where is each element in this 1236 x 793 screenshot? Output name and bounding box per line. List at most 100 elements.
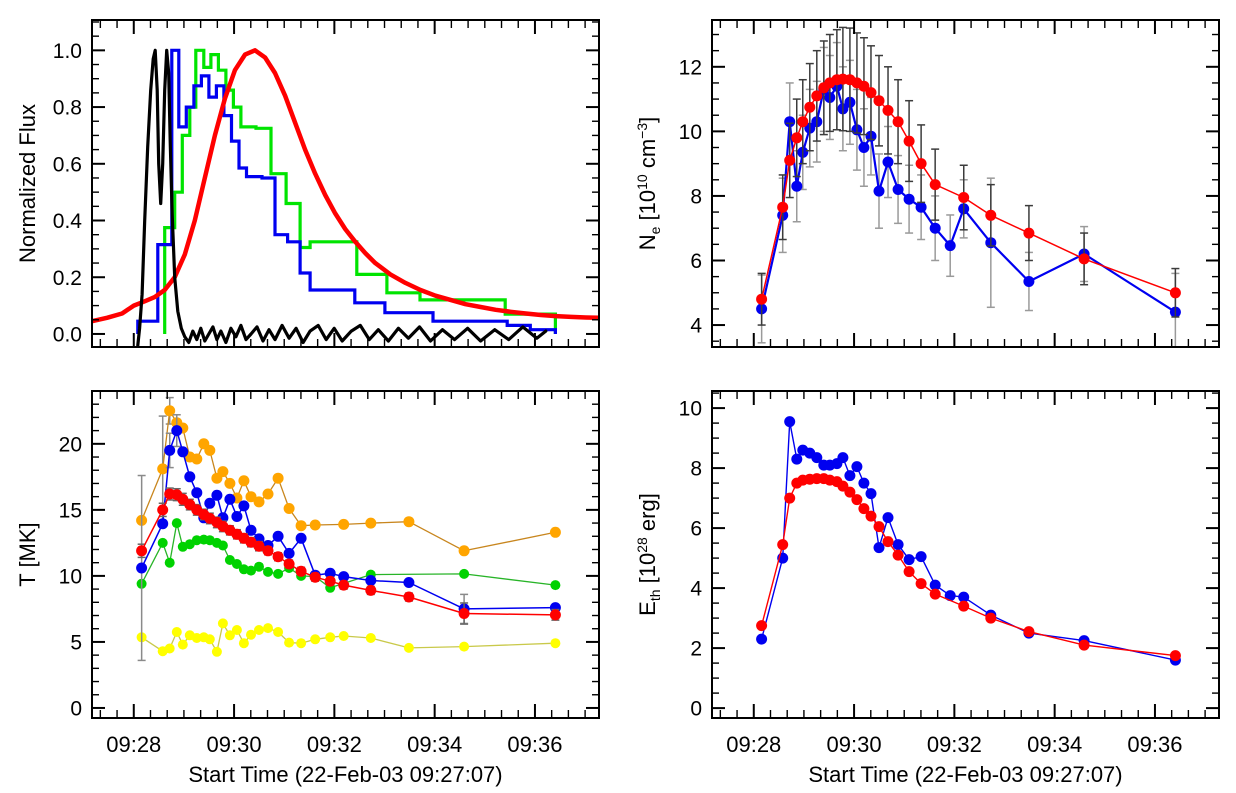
- red-points-marker: [262, 545, 274, 557]
- yellow-points-marker: [296, 638, 307, 649]
- red-points-marker: [777, 539, 789, 551]
- y-axis-title: T [MK]: [15, 522, 40, 586]
- green-points-marker: [231, 559, 242, 569]
- red-points-marker: [873, 521, 885, 533]
- red-points-marker: [549, 609, 561, 621]
- x-tick-label: 09:36: [1127, 732, 1182, 757]
- blue-points-marker: [811, 452, 823, 464]
- red-points-marker: [1169, 650, 1181, 662]
- axes-frame: [91, 390, 600, 719]
- blue-points-marker: [157, 518, 169, 530]
- orange-points-marker: [245, 491, 257, 503]
- blue-points-marker: [231, 511, 243, 522]
- orange-points-marker: [238, 475, 250, 487]
- plot-area-flux: [91, 48, 600, 347]
- blue-points-marker: [915, 201, 927, 213]
- y-tick-label: 4: [690, 578, 702, 601]
- red-points-marker: [136, 545, 148, 557]
- yellow-points-marker: [246, 629, 256, 640]
- blue-points-marker: [844, 470, 856, 482]
- plot-area-temperature: [136, 396, 561, 662]
- plot-area-density: [756, 26, 1181, 348]
- yellow-points-marker: [224, 630, 235, 641]
- y-tick-label: 0: [690, 698, 702, 721]
- x-tick-label: 09:34: [407, 732, 462, 757]
- y-tick-label: 10: [679, 398, 702, 421]
- yellow-points-marker: [231, 625, 242, 635]
- blue-points-marker: [929, 222, 941, 234]
- blue-points-marker: [882, 512, 894, 524]
- red-points-marker: [929, 588, 941, 600]
- green-points-marker: [273, 568, 284, 579]
- blue-points-marker: [211, 489, 223, 501]
- yellow-points-marker: [238, 638, 249, 649]
- x-tick-label: 09:32: [927, 732, 982, 757]
- blue-points-marker: [184, 471, 196, 483]
- blue-points-marker: [944, 240, 956, 252]
- yellow-points-marker: [459, 641, 470, 652]
- y-tick-label: 0.4: [53, 210, 83, 233]
- blue-points-marker: [892, 539, 904, 551]
- series-red-points: [136, 487, 561, 625]
- yellow-points-marker: [204, 634, 215, 645]
- red-points-marker: [929, 179, 941, 191]
- blue-points-marker: [858, 142, 870, 153]
- blue-points-marker: [164, 444, 176, 456]
- orange-points-marker: [204, 444, 216, 456]
- y-tick-label: 0.6: [53, 153, 82, 176]
- red-points-marker: [791, 132, 803, 144]
- red-points-marker: [784, 492, 796, 504]
- y-axis-title: Eth [1028 erg]: [634, 493, 663, 616]
- yellow-points-marker: [263, 623, 273, 634]
- orange-points-marker: [262, 488, 274, 500]
- yellow-points-marker: [310, 634, 321, 645]
- blue-points-marker: [204, 497, 216, 509]
- panel-density: 4 6 8 10 12 Ne [1010 cm−3]: [634, 19, 1220, 348]
- green-points-marker: [171, 518, 182, 529]
- red-points-marker: [1078, 639, 1090, 651]
- blue-points-marker: [756, 633, 768, 645]
- y-tick-label: 20: [59, 433, 82, 456]
- red-points-marker: [756, 293, 768, 305]
- red-points-marker: [365, 584, 377, 596]
- red-points-marker: [309, 571, 321, 583]
- series-blue-histogram: [136, 48, 557, 334]
- y-axis-title: Normalized Flux: [15, 104, 40, 263]
- blue-points-marker: [837, 452, 849, 464]
- red-points-marker: [985, 612, 997, 624]
- blue-points-marker: [403, 577, 415, 588]
- orange-points-marker: [549, 526, 561, 538]
- blue-points-marker: [784, 416, 796, 428]
- red-points-marker: [324, 575, 336, 587]
- green-points-marker: [164, 557, 175, 568]
- y-axis-title: Ne [1010 cm−3]: [634, 117, 663, 251]
- red-points-marker: [157, 504, 169, 516]
- y-tick-label: 0.0: [53, 324, 82, 347]
- y-tick-label: 4: [690, 315, 702, 338]
- x-tick-label: 09:28: [726, 732, 781, 757]
- red-points-marker: [1023, 227, 1035, 239]
- y-tick-label: 15: [59, 499, 82, 522]
- y-tick-label: 8: [690, 185, 702, 208]
- series-red-points: [756, 26, 1181, 326]
- blue-points-marker: [865, 488, 877, 500]
- orange-points-marker: [403, 516, 415, 528]
- blue-points-marker: [324, 567, 336, 579]
- series-red-points: [756, 473, 1181, 662]
- blue-points-marker: [1023, 276, 1035, 287]
- yellow-points-marker: [217, 618, 228, 629]
- blue-points-marker: [272, 530, 284, 542]
- x-tick-label: 09:32: [307, 732, 362, 757]
- red-points-marker: [1023, 626, 1035, 638]
- x-tick-label: 09:30: [827, 732, 882, 757]
- red-points-marker: [892, 549, 904, 561]
- red-points-marker: [851, 494, 863, 506]
- blue-points-marker: [791, 453, 803, 465]
- blue-points-marker: [873, 542, 885, 554]
- red-points-marker: [865, 87, 877, 99]
- panel-flux: 0.0 0.2 0.4 0.6 0.8 1.0 Normalized Flux: [15, 19, 600, 348]
- green-points-marker: [217, 540, 228, 551]
